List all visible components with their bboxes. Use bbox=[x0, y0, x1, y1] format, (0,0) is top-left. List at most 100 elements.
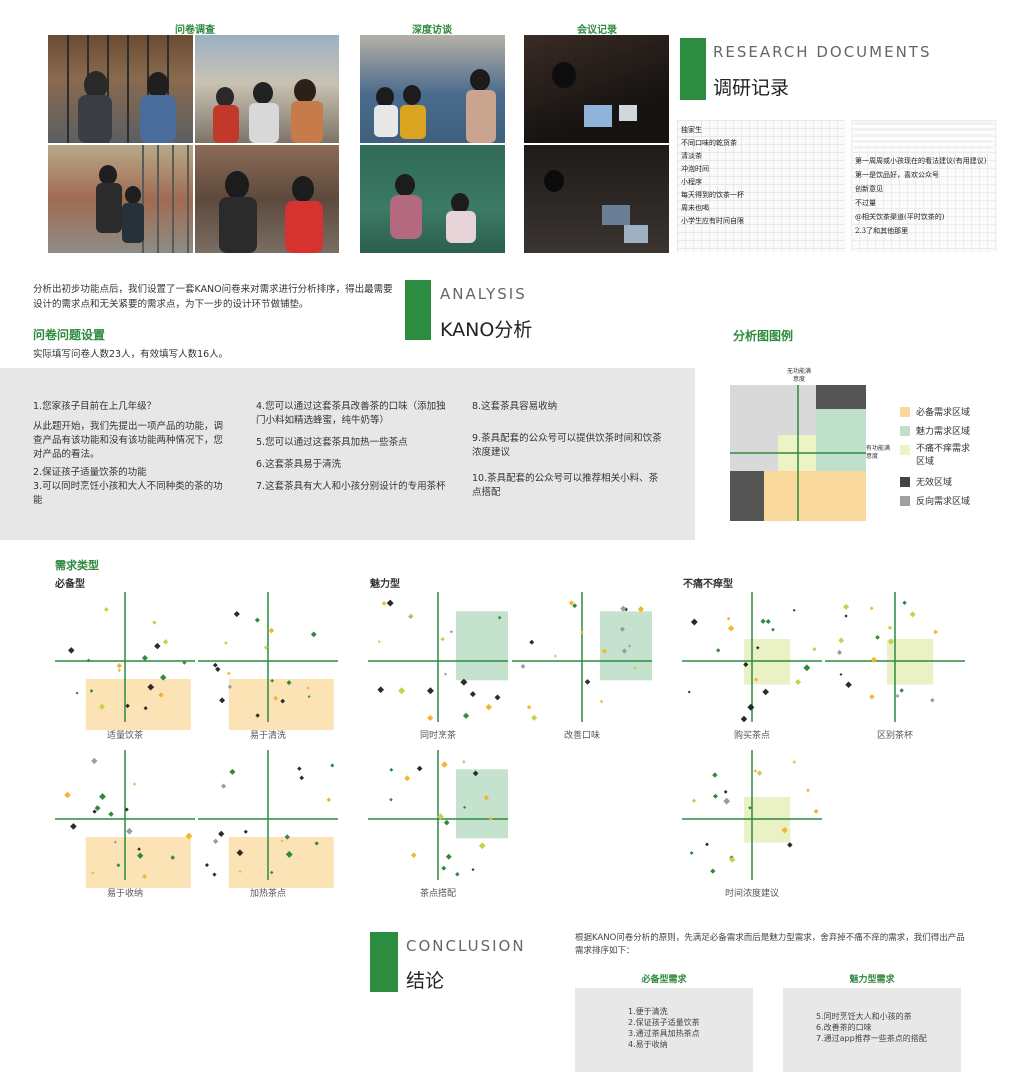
chart-point bbox=[899, 688, 904, 693]
chart-point bbox=[747, 703, 755, 711]
note-line: 第一周周或小孩现在的看法建议(有用建议) bbox=[855, 157, 987, 165]
chart-point bbox=[445, 853, 452, 860]
chart-point bbox=[787, 842, 793, 848]
question-item: 2.保证孩子适量饮茶的功能 bbox=[33, 467, 147, 478]
chart-label: 区别茶杯 bbox=[876, 731, 913, 741]
chart-point bbox=[712, 772, 718, 778]
chart-point bbox=[839, 673, 843, 676]
chart-point bbox=[726, 616, 731, 621]
chart-point bbox=[219, 697, 226, 704]
chart-point bbox=[86, 658, 91, 663]
chart-point bbox=[254, 617, 260, 623]
interview-photo-1 bbox=[360, 35, 505, 143]
chart-point bbox=[398, 687, 406, 695]
legend-axis-y-label: 无功能满意度 bbox=[786, 368, 811, 383]
legend-item-attractive: 魅力需求区域 bbox=[900, 424, 970, 437]
chart-point bbox=[740, 715, 748, 723]
chart-point bbox=[64, 791, 71, 799]
chart-point bbox=[463, 805, 467, 809]
chart-point bbox=[381, 601, 387, 606]
legend-item-invalid: 无效区域 bbox=[900, 475, 952, 488]
chart-zone bbox=[85, 837, 191, 888]
chart-point bbox=[909, 611, 916, 618]
survey-photo-2 bbox=[195, 35, 339, 143]
chart-point bbox=[426, 687, 434, 695]
survey-photo-3 bbox=[48, 145, 193, 253]
chart-point bbox=[462, 712, 470, 719]
chart-point bbox=[443, 819, 450, 826]
chart-point bbox=[869, 694, 875, 700]
legend-label: 不痛不痒需求区域 bbox=[916, 444, 971, 467]
kano-chart-7 bbox=[368, 750, 508, 880]
chart-point bbox=[902, 600, 907, 606]
chart-zone bbox=[744, 797, 791, 843]
chart-point bbox=[440, 636, 445, 642]
note-line: 创新意见 bbox=[855, 185, 883, 193]
chart-point bbox=[895, 694, 900, 698]
chart-point bbox=[141, 655, 148, 662]
note-line: 清淡茶 bbox=[681, 152, 702, 160]
chart-point bbox=[449, 630, 453, 634]
note-line: 2.3了和其他那里 bbox=[855, 227, 909, 235]
chart-label: 易于收纳 bbox=[106, 889, 143, 899]
chart-point bbox=[529, 639, 535, 645]
chart-point bbox=[270, 678, 275, 683]
chart-point bbox=[690, 618, 698, 626]
kano-legend-diagram bbox=[730, 385, 866, 521]
chart-point bbox=[212, 838, 219, 845]
chart-point bbox=[494, 694, 501, 701]
chart-point bbox=[455, 871, 460, 877]
chart-point bbox=[185, 832, 193, 840]
type-attractive-label: 魅力型 bbox=[370, 579, 400, 590]
legend-swatch bbox=[900, 476, 910, 487]
chart-label: 易于清洗 bbox=[249, 731, 286, 741]
chart-point bbox=[326, 797, 332, 803]
legend-swatch bbox=[900, 495, 910, 506]
meeting-photo-1 bbox=[524, 35, 669, 143]
chart-point bbox=[124, 807, 129, 812]
chart-zone bbox=[744, 639, 791, 685]
chart-point bbox=[143, 706, 148, 711]
chart-zone bbox=[456, 769, 508, 839]
chart-point bbox=[497, 615, 502, 620]
legend-item-reverse: 反向需求区域 bbox=[900, 494, 970, 507]
conclusion-title-en: CONCLUSION bbox=[406, 937, 526, 955]
legend-label: 必备需求区域 bbox=[916, 408, 971, 418]
kano-chart-10 bbox=[682, 750, 822, 880]
chart-point bbox=[132, 782, 137, 786]
question-item: 9.茶具配套的公众号可以提供饮茶时间和饮茶浓度建议 bbox=[472, 433, 662, 458]
analysis-title-en: ANALYSIS bbox=[440, 285, 527, 303]
chart-point bbox=[154, 642, 161, 650]
chart-point bbox=[75, 691, 79, 695]
chart-point bbox=[813, 808, 819, 814]
chart-point bbox=[716, 648, 721, 653]
note-line: 不同口味的乾货茶 bbox=[681, 139, 737, 147]
chart-point bbox=[723, 797, 731, 805]
questions-col1: 1.您家孩子目前在上几年级？ 从此题开始，我们先提出一项产品的功能，调查产品有该… bbox=[33, 400, 228, 508]
chart-zone bbox=[600, 611, 652, 681]
conclusion-title-cn: 结论 bbox=[406, 970, 445, 992]
chart-zone bbox=[85, 679, 191, 730]
chart-point bbox=[389, 767, 394, 772]
legend-label: 反向需求区域 bbox=[916, 497, 971, 507]
chart-point bbox=[771, 627, 775, 632]
chart-point bbox=[427, 714, 434, 722]
chart-label: 茶点搭配 bbox=[419, 889, 456, 899]
chart-point bbox=[870, 656, 878, 664]
chart-point bbox=[441, 761, 448, 768]
handwritten-notes-left: 独家生 不同口味的乾货茶 清淡茶 冲泡时间 小程序 每天得到的饮茶一杯 周末也喝… bbox=[677, 120, 845, 252]
chart-point bbox=[869, 606, 874, 611]
kano-chart-4 bbox=[198, 750, 338, 888]
chart-point bbox=[792, 760, 797, 764]
chart-point bbox=[94, 805, 101, 812]
must-demand-item: 1.便于清洗 bbox=[628, 1007, 668, 1016]
questions-panel bbox=[0, 368, 695, 540]
chart-point bbox=[233, 610, 240, 618]
must-demand-box: 1.便于清洗 2.保证孩子适量饮茶 3.通过茶具加热茶点 4.易于收纳 bbox=[575, 988, 753, 1072]
kano-chart-3 bbox=[55, 750, 195, 888]
research-title-cn: 调研记录 bbox=[713, 77, 790, 99]
note-line: @相关饮茶渠道(平时饮茶的) bbox=[855, 213, 945, 221]
question-item: 1.您家孩子目前在上几年级？ bbox=[33, 401, 157, 412]
demand-types-heading: 需求类型 bbox=[55, 559, 99, 572]
chart-point bbox=[227, 671, 231, 676]
